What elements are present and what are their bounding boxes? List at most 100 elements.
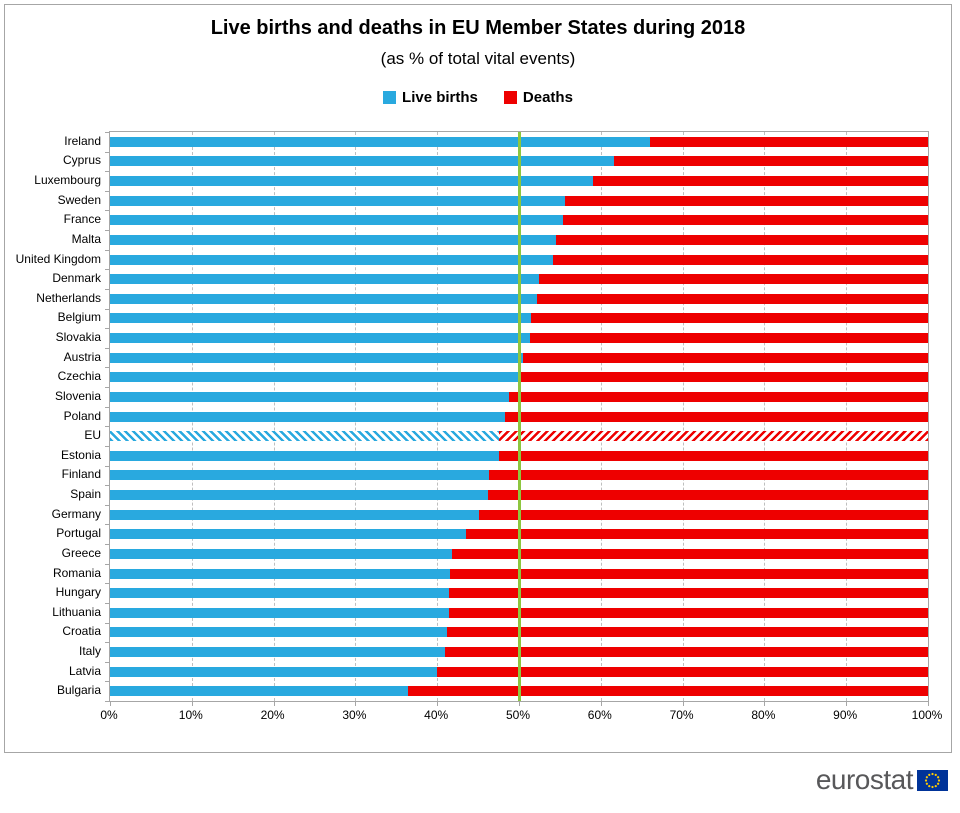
x-axis-tick: [764, 702, 766, 706]
deaths-bar: [498, 450, 928, 461]
live-births-bar: [110, 195, 565, 206]
deaths-bar: [478, 509, 928, 520]
bar-row-malta: [110, 230, 928, 250]
y-axis-tick: [105, 367, 109, 369]
bar-row-greece: [110, 544, 928, 564]
bar-row-croatia: [110, 623, 928, 643]
bar-row-latvia: [110, 662, 928, 682]
y-axis-tick: [105, 328, 109, 330]
chart-subtitle: (as % of total vital events): [380, 49, 576, 68]
bar-track: [110, 509, 928, 520]
bar-row-romania: [110, 564, 928, 584]
bar-track: [110, 490, 928, 501]
y-axis-labels: Ireland Cyprus Luxembourg Sweden France Malta…: [5, 131, 101, 700]
eu-flag-icon: [917, 769, 948, 791]
bar-row-eu: [110, 426, 928, 446]
y-axis-tick: [105, 602, 109, 604]
bar-row-slovenia: [110, 387, 928, 407]
row-label: Poland: [63, 408, 101, 423]
live-births-bar: [110, 411, 506, 422]
bar-track: [110, 470, 928, 481]
bar-row-hungary: [110, 583, 928, 603]
bar-row-ireland: [110, 132, 928, 152]
y-axis-tick: [105, 249, 109, 251]
legend-label: Live births: [402, 89, 478, 106]
deaths-bar: [447, 627, 928, 638]
deaths-bar: [505, 411, 928, 422]
legend-label: Deaths: [522, 89, 573, 106]
live-births-bar: [110, 215, 564, 226]
brand-footer: eurostat: [816, 766, 948, 794]
deaths-bar: [553, 254, 928, 265]
y-axis-tick: [105, 642, 109, 644]
row-label: Denmark: [52, 271, 101, 286]
x-axis-tick-label: 50%: [505, 708, 531, 722]
row-label: Bulgaria: [56, 683, 101, 698]
y-axis-tick: [105, 661, 109, 663]
y-axis-tick: [105, 387, 109, 389]
row-label: Sweden: [57, 192, 101, 207]
deaths-bar: [450, 568, 928, 579]
y-axis-tick: [105, 583, 109, 585]
plot-area: [105, 131, 929, 706]
y-axis-tick: [105, 563, 109, 565]
x-axis-tick-label: 20%: [260, 708, 285, 722]
y-axis-tick: [105, 445, 109, 447]
bar-track: [110, 136, 928, 147]
row-label: Latvia: [68, 663, 101, 678]
row-label: Ireland: [64, 133, 101, 148]
y-axis-tick: [105, 426, 109, 428]
x-axis-tick-label: 0%: [100, 708, 118, 722]
bar-track: [110, 352, 928, 363]
row-label: Czechia: [57, 369, 101, 384]
bar-row-finland: [110, 466, 928, 486]
live-births-bar: [110, 607, 449, 618]
chart-frame: Live births and deaths in EU Member Stat…: [4, 4, 952, 753]
deaths-bar: [613, 156, 928, 167]
row-label: Lithuania: [52, 604, 101, 619]
live-births-bar: [110, 274, 539, 285]
bar-track: [110, 647, 928, 658]
x-axis-tick-label: 70%: [669, 708, 694, 722]
bar-row-portugal: [110, 525, 928, 545]
x-axis-tick: [682, 702, 684, 706]
reference-line-50pct: [517, 132, 521, 701]
live-births-swatch-icon: [383, 91, 397, 104]
deaths-bar: [564, 195, 928, 206]
live-births-bar: [110, 254, 554, 265]
y-axis-tick: [105, 151, 109, 153]
live-births-bar: [110, 666, 438, 677]
deaths-bar: [592, 176, 928, 187]
bar-row-austria: [110, 348, 928, 368]
deaths-bar: [451, 548, 928, 559]
y-axis-tick: [105, 288, 109, 290]
deaths-bar: [449, 588, 928, 599]
live-births-bar: [110, 588, 450, 599]
y-axis-tick: [105, 132, 109, 133]
deaths-bar: [529, 333, 928, 344]
live-births-bar: [110, 352, 524, 363]
row-label: Estonia: [60, 447, 101, 462]
deaths-bar: [531, 313, 928, 324]
y-axis-tick: [105, 171, 109, 173]
row-label: Greece: [61, 545, 101, 560]
y-axis-tick: [105, 465, 109, 467]
bar-row-slovakia: [110, 328, 928, 348]
x-axis-tick: [846, 702, 848, 706]
bar-row-estonia: [110, 446, 928, 466]
y-axis-tick: [105, 308, 109, 310]
bar-row-germany: [110, 505, 928, 525]
row-label: Germany: [51, 506, 101, 521]
deaths-bar: [499, 431, 928, 442]
bar-row-france: [110, 211, 928, 231]
y-axis-tick: [105, 406, 109, 408]
plot-wrap: Ireland Cyprus Luxembourg Sweden France Malta…: [16, 131, 942, 722]
legend-item-deaths: Deaths: [503, 89, 573, 106]
legend-item-live-births: Live births: [383, 89, 478, 106]
y-axis-tick: [105, 504, 109, 506]
deaths-bar: [649, 136, 928, 147]
bar-track: [110, 313, 928, 324]
bar-track: [110, 156, 928, 167]
eurostat-logo-text: eurostat: [815, 764, 914, 795]
bar-track: [110, 333, 928, 344]
